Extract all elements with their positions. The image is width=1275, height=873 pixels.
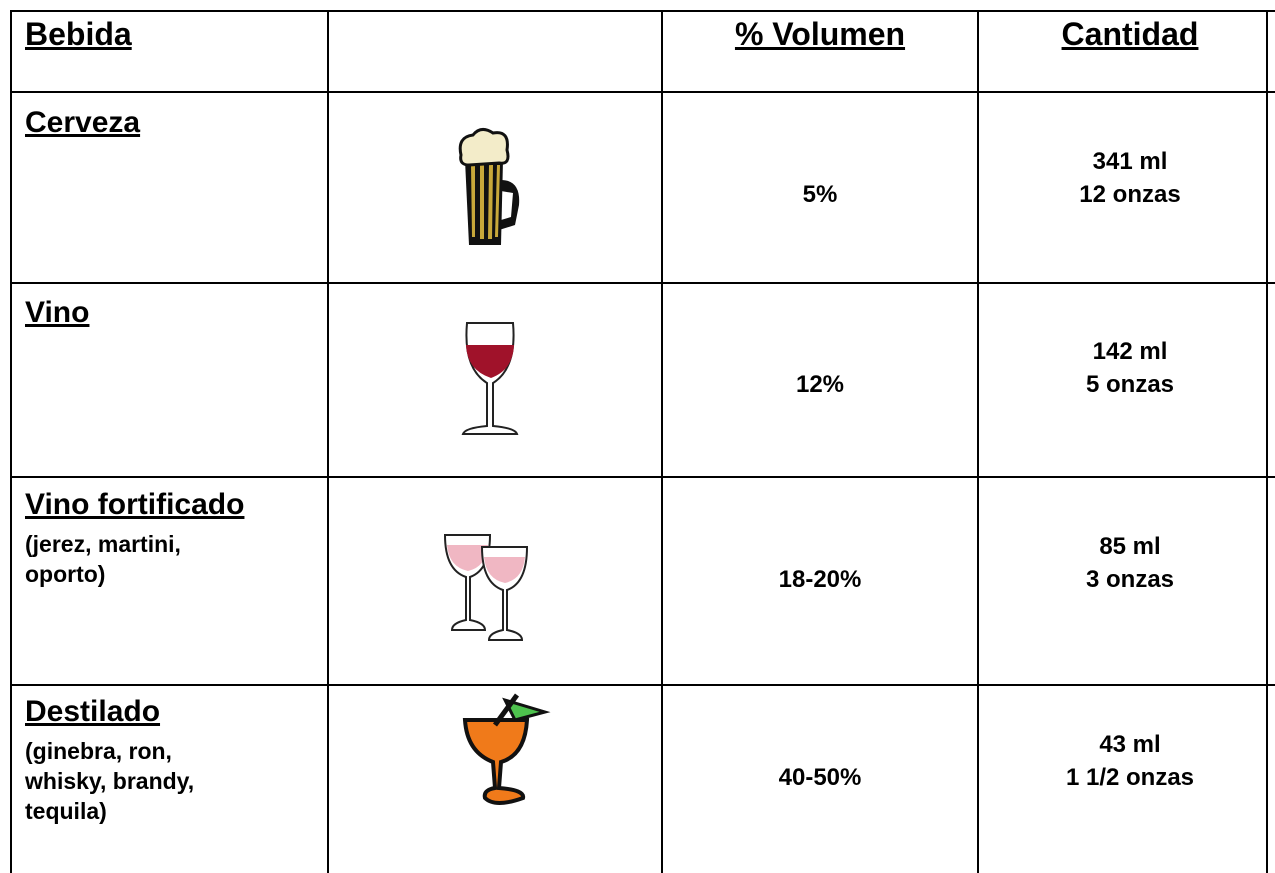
border [977,10,979,873]
border [327,10,329,873]
amount: 341 ml [1093,150,1168,174]
amount: 43 ml [1099,733,1160,757]
border [10,10,1275,12]
volume: 5% [803,183,838,207]
wine-icon [455,318,525,443]
page: Bebida % Volumen Cantidad Cerveza 5% 341 m… [0,0,1275,873]
amount: 1 1/2 onzas [1066,766,1194,790]
volume: 18-20% [779,568,862,592]
drink-detail: (jerez, martini, [25,533,181,556]
amount: 5 onzas [1086,373,1174,397]
drink-name: Destilado [25,697,160,727]
border [10,10,12,873]
border [10,91,1275,93]
volume: 40-50% [779,766,862,790]
header-cell: % Volumen [735,18,905,50]
amount: 12 onzas [1079,183,1180,207]
border [10,684,1275,686]
fortified-icon [440,515,540,645]
drink-detail: tequila) [25,800,107,823]
drink-name: Vino fortificado [25,490,244,520]
drink-detail: (ginebra, ron, [25,740,172,763]
beer-icon [455,125,525,250]
spirit-icon [455,690,555,805]
border [1266,10,1268,873]
volume: 12% [796,373,844,397]
amount: 142 ml [1093,340,1168,364]
amount: 3 onzas [1086,568,1174,592]
header-cell: Bebida [25,18,132,50]
border [10,282,1275,284]
border [661,10,663,873]
drink-name: Vino [25,298,89,328]
header-cell: Cantidad [1062,18,1199,50]
drink-detail: oporto) [25,563,105,586]
drink-name: Cerveza [25,108,140,138]
border [10,476,1275,478]
drink-detail: whisky, brandy, [25,770,194,793]
amount: 85 ml [1099,535,1160,559]
